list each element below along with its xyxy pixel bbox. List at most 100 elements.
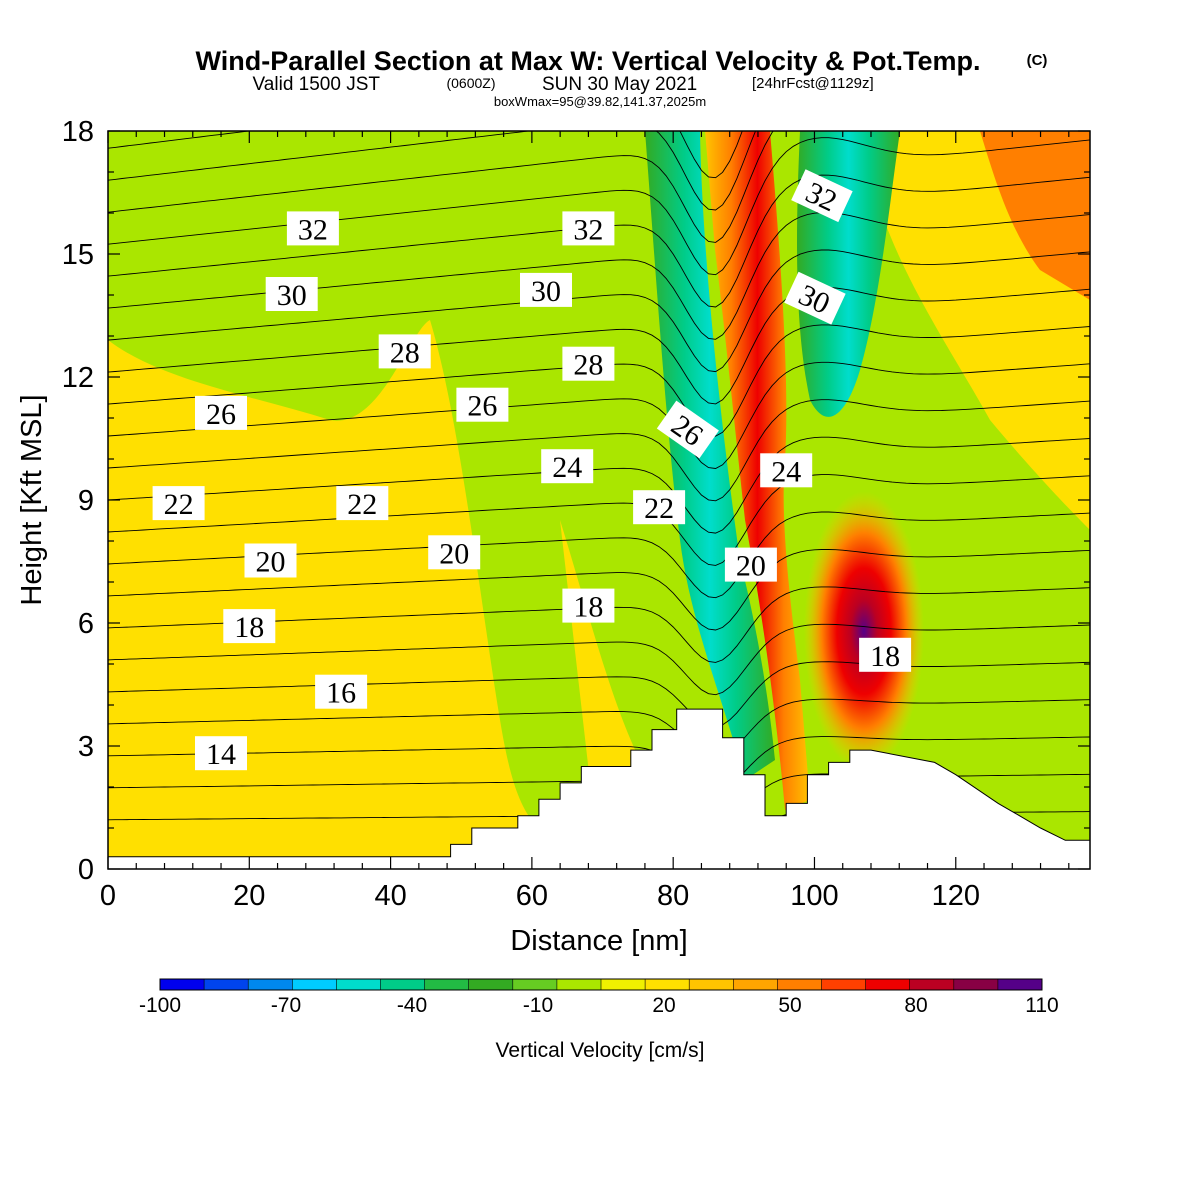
theta-contour-label: 20 xyxy=(244,543,297,579)
theta-contour-label: 30 xyxy=(520,272,572,308)
lower-updraft-max xyxy=(803,491,924,772)
theta-contour-labels: 3230282622201816142220263032282418222632… xyxy=(152,169,912,771)
contour-label-text: 22 xyxy=(347,488,377,521)
y-tick-label: 18 xyxy=(62,116,94,148)
theta-line-16 xyxy=(108,698,1090,760)
y-tick-label: 15 xyxy=(62,239,94,271)
contour-label-text: 30 xyxy=(531,275,561,308)
theta-contour-label: 20 xyxy=(428,535,481,570)
subtitle-date: SUN 30 May 2021 xyxy=(542,74,697,95)
y-tick-labels: 0 3 6 9 12 15 18 xyxy=(62,116,94,886)
subtitle-fcst: [24hrFcst@1129z] xyxy=(752,75,874,92)
colorbar-swatch xyxy=(380,979,426,990)
chart-title: Wind-Parallel Section at Max W: Vertical… xyxy=(196,46,981,76)
y-tick-label: 12 xyxy=(62,362,94,394)
contour-label-text: 20 xyxy=(439,537,469,570)
theta-contour-label: 24 xyxy=(760,453,813,488)
colorbar-swatch xyxy=(733,979,778,990)
theta-contour-label: 26 xyxy=(195,395,247,431)
theta-contour-label: 18 xyxy=(562,588,615,624)
contour-label-box xyxy=(562,211,615,246)
contour-label-text: 24 xyxy=(771,455,801,488)
theta-contour-label: 24 xyxy=(541,449,594,484)
y-tick-label: 0 xyxy=(78,854,94,886)
y-tick-label: 9 xyxy=(78,485,94,517)
theta-line-17 xyxy=(108,661,1090,728)
colorbar-swatch xyxy=(865,979,911,990)
y-axis-label: Height [Kft MSL] xyxy=(16,394,48,605)
theta-contour-label: 32 xyxy=(286,211,339,246)
chart-subtitle-2: boxWmax=95@39.82,141.37,2025m xyxy=(494,94,706,109)
contour-label-box xyxy=(456,387,509,422)
contour-label-text: 18 xyxy=(234,611,264,644)
theta-contour-label: 28 xyxy=(378,334,431,369)
y-tick-label: 6 xyxy=(78,608,94,640)
colorbar-tick-labels: -100 -70 -40 -10 20 50 80 110 xyxy=(139,994,1059,1017)
colorbar-swatch xyxy=(204,979,249,990)
contour-label-text: 32 xyxy=(298,213,328,246)
colorbar-swatch xyxy=(821,979,867,990)
theta-line-18 xyxy=(108,623,1090,696)
contour-label-box xyxy=(195,395,247,430)
colorbar-swatch xyxy=(424,979,470,990)
colorbar-swatch xyxy=(601,979,646,990)
x-tick-label: 0 xyxy=(100,880,116,912)
x-tick-label: 80 xyxy=(657,880,689,912)
colorbar-swatch xyxy=(292,979,337,990)
contour-label-box xyxy=(223,609,276,644)
colorbar-swatch xyxy=(468,979,514,990)
colorbar-swatch xyxy=(248,979,293,990)
contour-label-text: 20 xyxy=(736,550,766,583)
x-tick-label: 40 xyxy=(374,880,406,912)
contour-label-box xyxy=(265,277,318,311)
theta-contour-label: 14 xyxy=(195,736,247,771)
terrain xyxy=(108,708,1090,869)
theta-line-24 xyxy=(108,399,1090,502)
contour-label-text: 28 xyxy=(390,336,420,369)
contour-label-box xyxy=(562,588,615,623)
theta-line-23 xyxy=(108,436,1090,534)
colorbar-swatch xyxy=(909,979,955,990)
contour-label-text: 14 xyxy=(206,738,236,771)
contour-label-text: 18 xyxy=(870,640,900,673)
theta-line-22 xyxy=(108,474,1090,566)
upper-right-updraft xyxy=(980,131,1090,300)
colorbar-tick-label: -40 xyxy=(397,994,427,1017)
contour-label-text: 18 xyxy=(573,591,603,624)
contour-label-box xyxy=(859,637,912,672)
contour-label-text: 28 xyxy=(573,349,603,382)
contour-label-text: 26 xyxy=(206,398,236,431)
contour-label-box xyxy=(520,272,572,307)
contour-label-box xyxy=(791,169,853,223)
plot-area xyxy=(108,131,1090,869)
title-mark: (C) xyxy=(1027,52,1048,69)
theta-contour-label: 32 xyxy=(562,211,615,246)
colorbar-swatch xyxy=(689,979,734,990)
colorbar-label: Vertical Velocity [cm/s] xyxy=(496,1039,705,1062)
mountain-wave-downdraft xyxy=(645,131,775,780)
y-tick-label: 3 xyxy=(78,731,94,763)
x-tick-label: 60 xyxy=(516,880,548,912)
theta-contour-label: 22 xyxy=(336,486,389,521)
colorbar-tick-label: 50 xyxy=(778,994,801,1017)
contour-label-box xyxy=(656,400,719,459)
theta-contour-label: 26 xyxy=(456,387,509,423)
theta-contour-label: 30 xyxy=(265,277,318,312)
contour-label-box xyxy=(244,543,297,578)
colorbar-tick-label: 80 xyxy=(904,994,927,1017)
theta-contour-label: 16 xyxy=(315,674,368,710)
contour-label-box xyxy=(724,547,777,582)
colorbar-swatch xyxy=(512,979,558,990)
theta-line-33 xyxy=(108,131,757,211)
colorbar-swatch xyxy=(953,979,999,990)
contour-label-box xyxy=(633,490,686,525)
theta-contour-label: 18 xyxy=(859,637,912,673)
contour-label-box xyxy=(195,736,247,771)
colorbar-tick-label: -70 xyxy=(271,994,301,1017)
subtitle-main: Valid 1500 JST xyxy=(253,74,381,95)
contour-label-box xyxy=(541,449,594,484)
subtitle-utc: (0600Z) xyxy=(446,75,495,91)
theta-contour-label: 22 xyxy=(633,490,686,525)
contour-label-box xyxy=(562,346,615,381)
contour-label-text: 32 xyxy=(573,213,603,246)
